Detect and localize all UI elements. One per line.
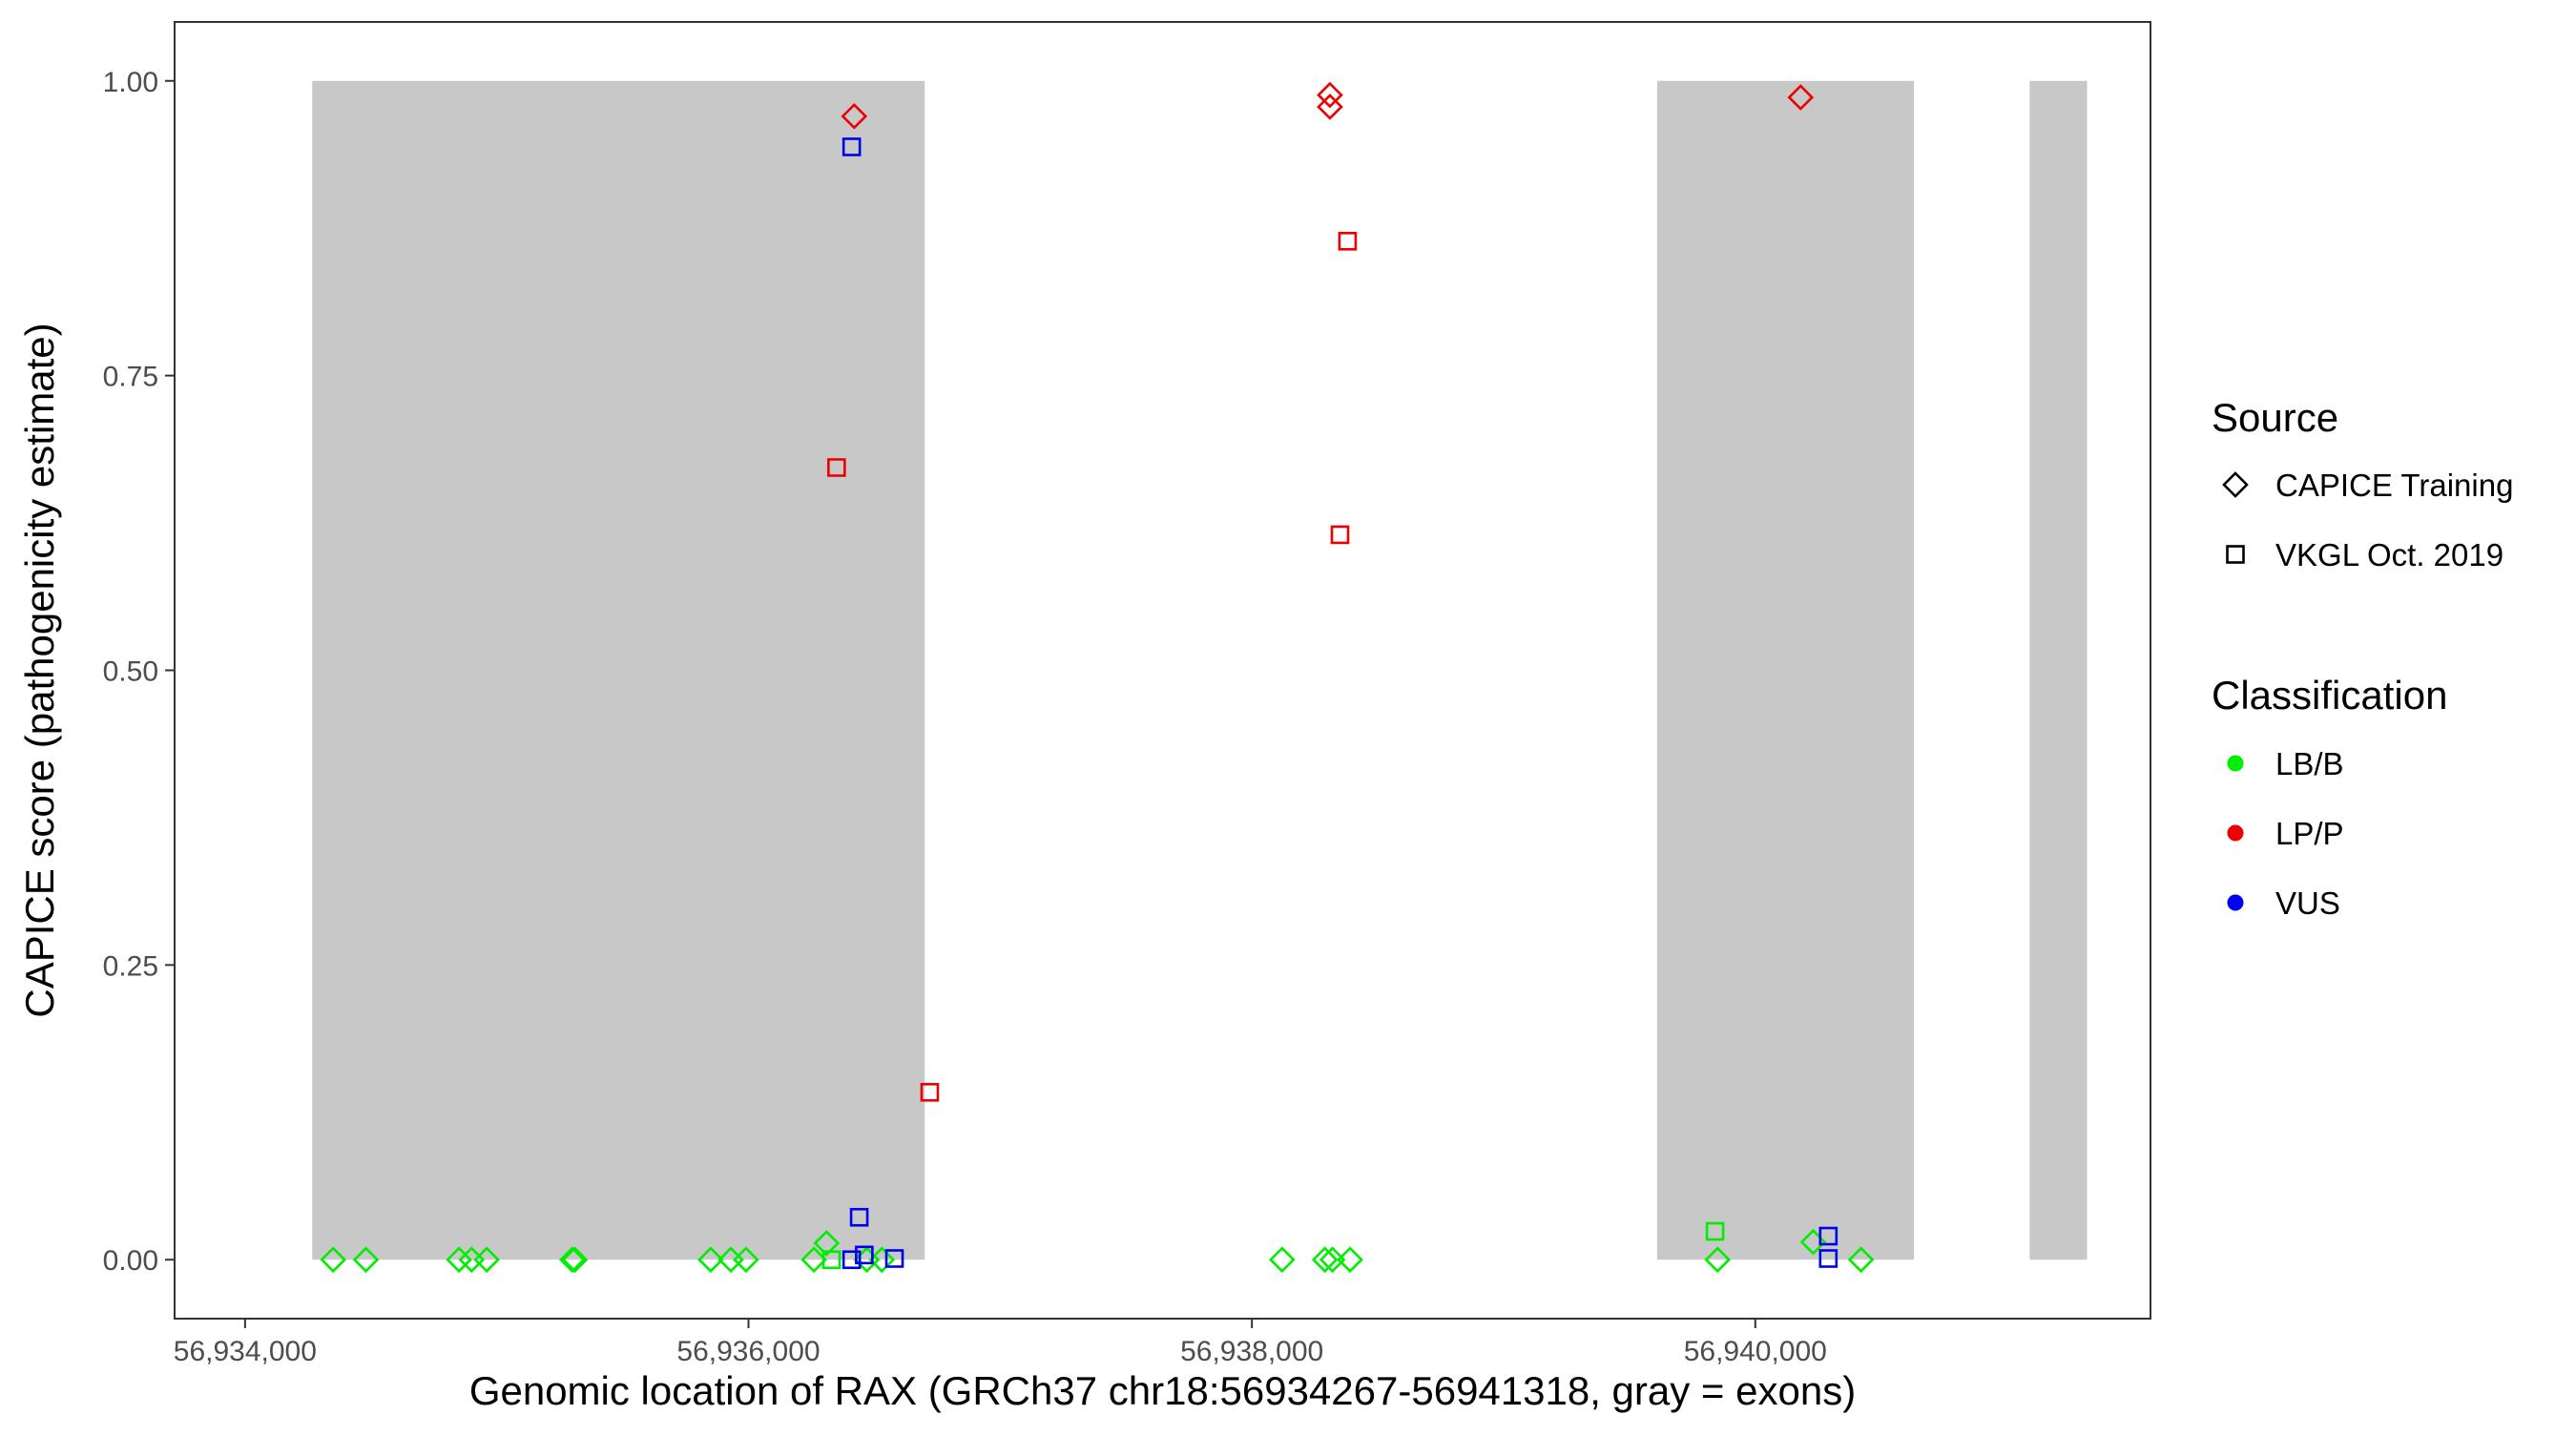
data-point-square bbox=[849, 1207, 869, 1227]
exon-band-2 bbox=[1656, 80, 1915, 1260]
y-tick-label: 0.50 bbox=[103, 656, 158, 688]
data-point-diamond bbox=[473, 1246, 500, 1274]
x-tick-label: 56,936,000 bbox=[676, 1336, 820, 1367]
data-point-diamond bbox=[561, 1246, 589, 1274]
data-point-diamond bbox=[1317, 94, 1343, 120]
data-point-square bbox=[827, 458, 846, 477]
data-point-diamond bbox=[868, 1246, 896, 1274]
exons-layer bbox=[312, 80, 2088, 1260]
legend-title-source: Source bbox=[2212, 395, 2338, 440]
data-point-square bbox=[1818, 1226, 1839, 1246]
legend-label-classification: VUS bbox=[2275, 885, 2340, 921]
data-point-diamond bbox=[1268, 1246, 1296, 1274]
legend-label-source: CAPICE Training bbox=[2275, 468, 2513, 503]
data-point-diamond bbox=[733, 1246, 759, 1274]
data-point-square bbox=[920, 1082, 940, 1102]
data-point-square bbox=[884, 1249, 904, 1268]
data-point-diamond bbox=[841, 102, 868, 130]
x-tick-label: 56,934,000 bbox=[174, 1336, 317, 1367]
axis-ticks: 56,934,000 56,936,000 56,938,000 56,940,000… bbox=[103, 67, 1827, 1367]
data-point-square bbox=[1705, 1221, 1725, 1241]
legend-key-square bbox=[2226, 545, 2245, 564]
x-tick-label: 56,940,000 bbox=[1684, 1336, 1827, 1367]
data-point-diamond bbox=[1787, 84, 1815, 111]
data-point-square bbox=[855, 1245, 874, 1265]
data-point-diamond bbox=[1311, 1246, 1339, 1274]
legend-key-dot bbox=[2227, 824, 2244, 842]
data-point-diamond bbox=[1847, 1246, 1875, 1274]
data-point-diamond bbox=[1319, 1246, 1346, 1274]
y-axis-title: CAPICE score (pathogenicity estimate) bbox=[17, 323, 62, 1017]
y-tick-label: 0.00 bbox=[103, 1245, 158, 1277]
legend-label-classification: LB/B bbox=[2275, 746, 2344, 781]
y-tick-label: 1.00 bbox=[103, 67, 158, 98]
data-point-diamond bbox=[1704, 1246, 1732, 1274]
data-point-square bbox=[841, 1250, 862, 1270]
legend-key-dot bbox=[2227, 894, 2244, 911]
data-points bbox=[320, 81, 1875, 1274]
legend-label-classification: LP/P bbox=[2275, 816, 2344, 851]
data-point-square bbox=[821, 1250, 841, 1270]
data-point-square bbox=[841, 137, 862, 156]
exon-band-1 bbox=[312, 80, 925, 1260]
data-point-diamond bbox=[1337, 1246, 1363, 1274]
data-point-diamond bbox=[352, 1246, 380, 1274]
x-axis-title: Genomic location of RAX (GRCh37 chr18:56… bbox=[469, 1368, 1856, 1413]
data-point-diamond bbox=[446, 1246, 472, 1274]
legend-label-source: VKGL Oct. 2019 bbox=[2275, 537, 2503, 572]
legend-key-diamond bbox=[2222, 471, 2249, 498]
data-point-square bbox=[1818, 1249, 1839, 1268]
legend-key-dot bbox=[2227, 755, 2244, 772]
legend-title-classification: Classification bbox=[2212, 673, 2447, 718]
data-point-diamond bbox=[558, 1246, 586, 1274]
data-point-diamond bbox=[697, 1246, 724, 1274]
y-tick-label: 0.25 bbox=[103, 950, 158, 982]
data-point-diamond bbox=[800, 1246, 827, 1274]
x-tick-label: 56,938,000 bbox=[1180, 1336, 1323, 1367]
exon-band-3 bbox=[2029, 80, 2088, 1260]
data-point-square bbox=[1330, 525, 1350, 545]
data-point-diamond bbox=[1317, 81, 1343, 109]
legend: Source Classification CAPICE Training VKG… bbox=[2212, 395, 2513, 921]
data-point-diamond bbox=[320, 1246, 347, 1274]
data-point-square bbox=[1338, 231, 1358, 251]
data-point-diamond bbox=[813, 1230, 841, 1257]
y-tick-label: 0.75 bbox=[103, 362, 158, 393]
